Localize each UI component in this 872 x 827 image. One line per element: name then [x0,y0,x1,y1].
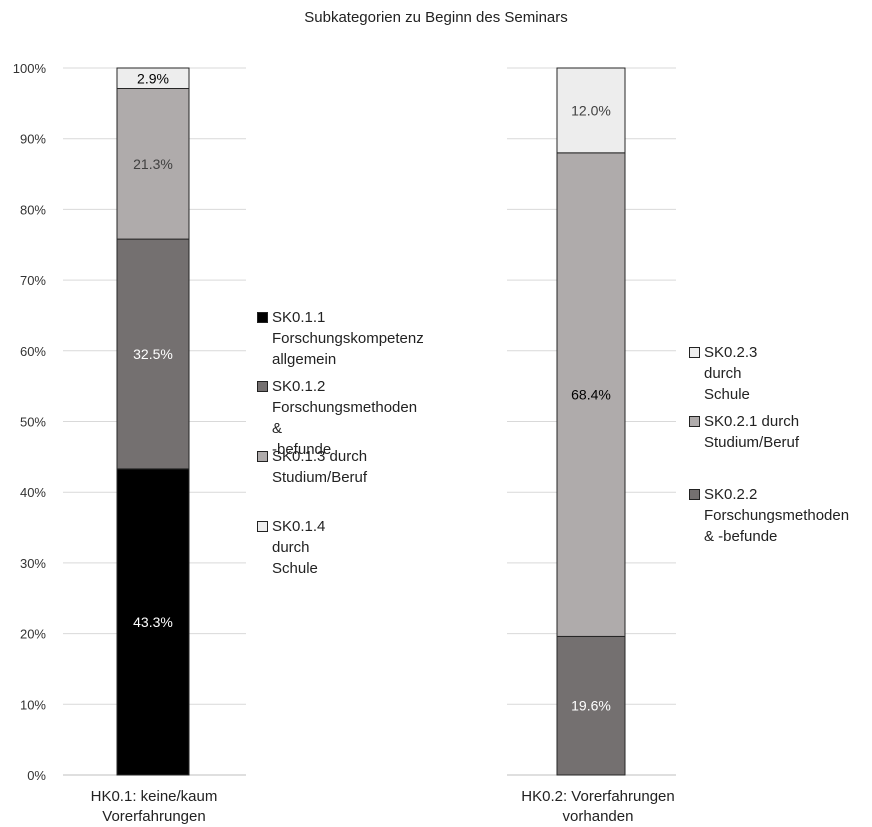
y-tick-label: 10% [20,697,46,712]
y-tick-label: 60% [20,344,46,359]
bar-segment [116,468,190,776]
data-label: 19.6% [571,698,611,714]
legend-label: SK0.1.1 Forschungskompetenz allgemein [272,309,424,368]
data-label: 43.3% [133,614,173,630]
category-labels: HK0.1: keine/kaum Vorerfahrungen HK0.2: Vo… [91,788,675,825]
y-tick-label: 30% [20,556,46,571]
legend-label: SK0.2.3 durch Schule [704,344,758,403]
legend-swatch [257,451,268,462]
y-tick-label: 40% [20,485,46,500]
bars: 43.3% 32.5% 21.3% 2.9% 19.6% 68.4% 12.0% [116,67,626,776]
y-tick-label: 20% [20,627,46,642]
legend-item: SK0.1.1 Forschungskompetenz allgemein [257,307,424,370]
bar-segment [116,67,190,90]
legend-label: SK0.1.4 durch Schule [272,518,326,577]
legend-item: SK0.1.4 durch Schule [257,516,325,579]
legend-item: SK0.2.2 Forschungsmethoden & -befunde [689,484,849,547]
legend-swatch [689,347,700,358]
legend-label: SK0.1.2 Forschungsmethoden & -befunde [272,378,418,458]
y-tick-label: 80% [20,202,46,217]
legend-label: SK0.2.1 durch Studium/Beruf [704,413,800,451]
bar-segment [116,88,190,240]
data-label: 12.0% [571,102,611,118]
bar-segment [556,635,626,776]
y-tick-label: 70% [20,273,46,288]
chart-title: Subkategorien zu Beginn des Seminars [304,9,568,26]
data-label: 32.5% [133,346,173,362]
legend-swatch [689,489,700,500]
bar-segment [556,67,626,154]
legend-item: SK0.1.3 durch Studium/Beruf [257,446,367,488]
y-tick-label: 0% [27,768,46,783]
legend-swatch [257,381,268,392]
y-tick-label: 100% [13,61,47,76]
legend-label: SK0.1.3 durch Studium/Beruf [272,448,368,486]
legend-label: SK0.2.2 Forschungsmethoden & -befunde [704,486,850,545]
legend-item: SK0.2.3 durch Schule [689,342,757,405]
category-label: HK0.1: keine/kaum Vorerfahrungen [91,788,218,825]
category-label: HK0.2: Vorerfahrungen vorhanden [521,788,674,825]
y-tick-label: 50% [20,415,46,430]
data-label: 2.9% [137,70,169,86]
legend-swatch [257,312,268,323]
y-tick-label: 90% [20,132,46,147]
legend-swatch [257,521,268,532]
legend-swatch [689,416,700,427]
legend-item: SK0.2.1 durch Studium/Beruf [689,411,799,453]
data-label: 68.4% [571,387,611,403]
y-axis: 0% 10% 20% 30% 40% 50% 60% 70% 80% 90% 100% [13,61,47,783]
bar-segment [116,238,190,470]
legend-item: SK0.1.2 Forschungsmethoden & -befunde [257,376,417,460]
data-label: 21.3% [133,156,173,172]
